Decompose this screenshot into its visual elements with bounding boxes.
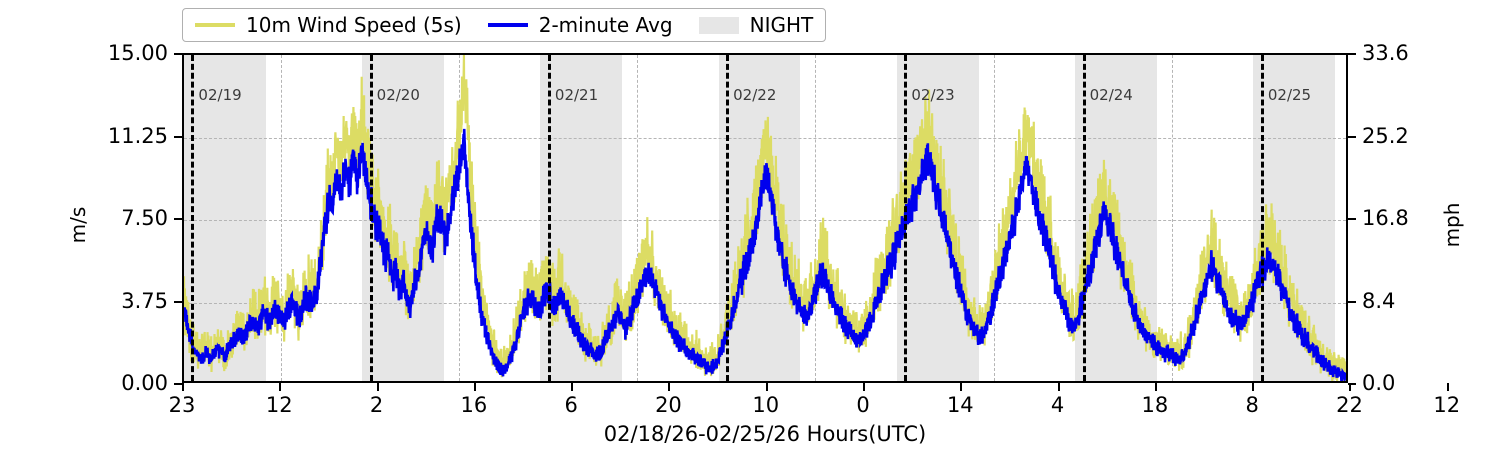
chart-legend: 10m Wind Speed (5s) 2-minute Avg NIGHT (182, 8, 827, 42)
y-axis-right-tick-mark (1348, 218, 1356, 220)
day-label: 02/21 (554, 86, 599, 104)
x-axis-tick-mark (376, 383, 379, 391)
day-label: 02/25 (1267, 86, 1312, 104)
y-axis-right-tick-label: 0.0 (1362, 371, 1396, 395)
gridline-horizontal (184, 302, 1346, 304)
y-axis-left-label: m/s (66, 206, 90, 244)
x-axis-tick-mark (473, 383, 476, 391)
gridline-vertical (280, 55, 282, 381)
y-axis-left-tick-label: 11.25 (107, 123, 168, 148)
x-axis-tick-label: 2 (369, 393, 384, 417)
y-axis-right-label: mph (1440, 202, 1464, 248)
day-divider-line (191, 55, 195, 381)
y-axis-right-tick-mark (1348, 53, 1356, 55)
gridline-vertical (815, 55, 817, 381)
day-label: 02/19 (198, 86, 242, 104)
series-group (184, 55, 1346, 381)
x-axis-tick-mark (1154, 383, 1157, 391)
gridline-vertical (637, 55, 639, 381)
y-axis-left-tick-label: 3.75 (121, 288, 168, 313)
x-axis-tick-label: 23 (168, 393, 196, 417)
day-label: 02/22 (733, 86, 777, 104)
legend-label-10m-wind-speed: 10m Wind Speed (5s) (246, 13, 462, 37)
x-axis-tick-mark (960, 383, 963, 391)
x-axis-tick-label: 12 (265, 393, 293, 417)
legend-item-10m-wind-speed[interactable]: 10m Wind Speed (5s) (195, 15, 462, 35)
y-axis-left-tick-mark (174, 218, 182, 220)
day-divider-line (1082, 55, 1086, 381)
y-axis-left-tick-label: 0.00 (121, 371, 168, 395)
legend-label-2-minute-avg: 2-minute Avg (538, 13, 673, 37)
day-divider-line (904, 55, 908, 381)
y-axis-left-tick-label: 15.00 (107, 41, 168, 65)
x-axis-tick-label: 8 (1245, 393, 1259, 417)
x-axis-tick-mark (571, 383, 574, 391)
x-axis-tick-label: 4 (1050, 393, 1065, 417)
day-label: 02/20 (376, 86, 420, 104)
x-axis-tick-label: 22 (1336, 393, 1363, 417)
gridline-vertical (1171, 55, 1173, 381)
x-axis-tick-mark (668, 383, 671, 391)
y-axis-left-tick-mark (174, 300, 182, 303)
x-axis-tick-mark (765, 383, 768, 391)
x-axis-tick-mark (1252, 383, 1255, 391)
x-axis-tick-label: 20 (655, 393, 682, 417)
y-axis-right-tick-label: 33.6 (1362, 41, 1409, 65)
x-axis-tick-label: 16 (460, 393, 488, 417)
gridline-vertical (993, 55, 995, 381)
day-label: 02/24 (1089, 86, 1133, 104)
y-axis-right-tick-label: 16.8 (1362, 206, 1409, 230)
x-axis-tick-label: 12 (1433, 393, 1461, 417)
x-axis-tick-mark (182, 383, 184, 391)
legend-swatch-night (698, 16, 739, 34)
x-axis-tick-label: 6 (564, 393, 578, 417)
x-axis-tick-mark (1446, 383, 1449, 391)
y-axis-left-tick-mark (174, 135, 182, 138)
x-axis-tick-mark (1349, 383, 1352, 391)
y-axis-right-tick-label: 8.4 (1362, 288, 1396, 313)
legend-swatch-10m-wind-speed (195, 23, 235, 27)
x-axis-tick-mark (279, 383, 282, 391)
legend-item-night[interactable]: NIGHT (698, 13, 814, 37)
x-axis-tick-label: 14 (946, 393, 974, 417)
x-axis-tick-mark (1057, 383, 1060, 391)
y-axis-right-tick-label: 25.2 (1362, 123, 1409, 148)
y-axis-right-tick-mark (1348, 300, 1356, 303)
legend-label-night: NIGHT (749, 13, 814, 37)
y-axis-right-tick-mark (1348, 383, 1356, 385)
y-axis-left-tick-mark (174, 383, 182, 385)
day-divider-line (1260, 55, 1264, 381)
x-axis-tick-label: 10 (752, 393, 780, 417)
day-label: 02/23 (911, 86, 955, 104)
plot-area: 02/19 02/20 02/21 02/22 02/23 02/24 02/25 (182, 53, 1348, 383)
x-axis-tick-mark (863, 383, 866, 391)
legend-swatch-2-minute-avg (487, 23, 528, 27)
y-axis-left-tick-label: 7.50 (121, 206, 168, 230)
y-axis-right-tick-mark (1348, 135, 1356, 138)
day-divider-line (369, 55, 373, 381)
y-axis-left-tick-mark (174, 53, 182, 55)
day-divider-line (547, 55, 551, 381)
series-path-2-minute-avg (184, 128, 1346, 381)
day-divider-line (726, 55, 730, 381)
x-axis-label: 02/18/26-02/25/26 Hours(UTC) (603, 422, 927, 446)
x-axis-tick-label: 0 (856, 393, 870, 417)
gridline-vertical (458, 55, 460, 381)
gridline-horizontal (184, 220, 1346, 221)
x-axis-tick-label: 18 (1141, 393, 1169, 417)
legend-item-2-minute-avg[interactable]: 2-minute Avg (487, 13, 673, 37)
